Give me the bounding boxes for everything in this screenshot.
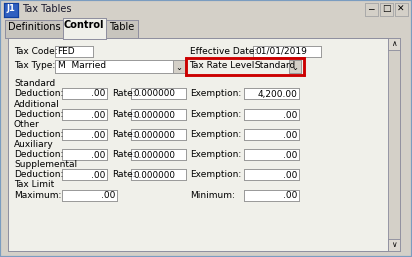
Text: Supplemental: Supplemental — [14, 160, 77, 169]
Text: Deduction:: Deduction: — [14, 110, 63, 119]
Text: Tax Limit: Tax Limit — [14, 180, 54, 189]
Text: .00: .00 — [283, 131, 297, 140]
Text: .00: .00 — [283, 151, 297, 160]
Text: Auxiliary: Auxiliary — [14, 140, 54, 149]
Text: Deduction:: Deduction: — [14, 170, 63, 179]
Text: 0.000000: 0.000000 — [133, 89, 175, 98]
Text: FED: FED — [57, 47, 75, 56]
Text: Standard: Standard — [14, 79, 55, 88]
Text: .00: .00 — [101, 191, 115, 200]
Text: Other: Other — [14, 120, 40, 129]
Text: Deduction:: Deduction: — [14, 89, 63, 98]
Text: Definitions: Definitions — [8, 22, 60, 32]
Text: Effective Date:: Effective Date: — [190, 47, 258, 56]
Text: .00: .00 — [283, 170, 297, 179]
Text: ⌄: ⌄ — [292, 63, 299, 72]
Text: Tax Tables: Tax Tables — [22, 4, 72, 14]
Text: ∨: ∨ — [391, 240, 397, 249]
Text: Deduction:: Deduction: — [14, 130, 63, 139]
Text: ✕: ✕ — [397, 5, 405, 14]
Text: Exemption:: Exemption: — [190, 150, 241, 159]
Text: Rate:: Rate: — [112, 89, 136, 98]
Text: Rate:: Rate: — [112, 110, 136, 119]
Text: 01/01/2019: 01/01/2019 — [255, 47, 307, 56]
Text: Exemption:: Exemption: — [190, 89, 241, 98]
Text: .00: .00 — [91, 151, 105, 160]
Text: Exemption:: Exemption: — [190, 110, 241, 119]
Text: 0.000000: 0.000000 — [133, 131, 175, 140]
Text: .00: .00 — [91, 89, 105, 98]
Text: Table: Table — [109, 22, 135, 32]
Text: Minimum:: Minimum: — [190, 191, 235, 200]
Text: Standard: Standard — [254, 61, 295, 70]
Text: .00: .00 — [283, 191, 297, 200]
Text: Rate:: Rate: — [112, 150, 136, 159]
Text: Rate:: Rate: — [112, 130, 136, 139]
Text: Deduction:: Deduction: — [14, 150, 63, 159]
Text: Maximum:: Maximum: — [14, 191, 61, 200]
Text: Tax Rate Level:: Tax Rate Level: — [189, 61, 257, 70]
Text: ⌄: ⌄ — [176, 63, 183, 72]
Text: 0.000000: 0.000000 — [133, 111, 175, 120]
Text: 0.000000: 0.000000 — [133, 151, 175, 160]
Text: Tax Code:: Tax Code: — [14, 47, 58, 56]
Text: 0.000000: 0.000000 — [133, 170, 175, 179]
Text: Rate:: Rate: — [112, 170, 136, 179]
Text: Control: Control — [64, 20, 104, 30]
Text: J1: J1 — [7, 4, 15, 13]
Text: □: □ — [382, 5, 390, 14]
Text: ∧: ∧ — [391, 39, 397, 48]
Text: .00: .00 — [91, 111, 105, 120]
Text: Exemption:: Exemption: — [190, 170, 241, 179]
Text: −: − — [367, 5, 375, 14]
Text: M  Married: M Married — [58, 61, 106, 70]
Text: Tax Type:: Tax Type: — [14, 61, 55, 70]
Text: Exemption:: Exemption: — [190, 130, 241, 139]
Text: .00: .00 — [283, 111, 297, 120]
Text: .00: .00 — [91, 131, 105, 140]
Text: .00: .00 — [91, 170, 105, 179]
Text: 4,200.00: 4,200.00 — [257, 89, 297, 98]
Text: Additional: Additional — [14, 100, 60, 109]
